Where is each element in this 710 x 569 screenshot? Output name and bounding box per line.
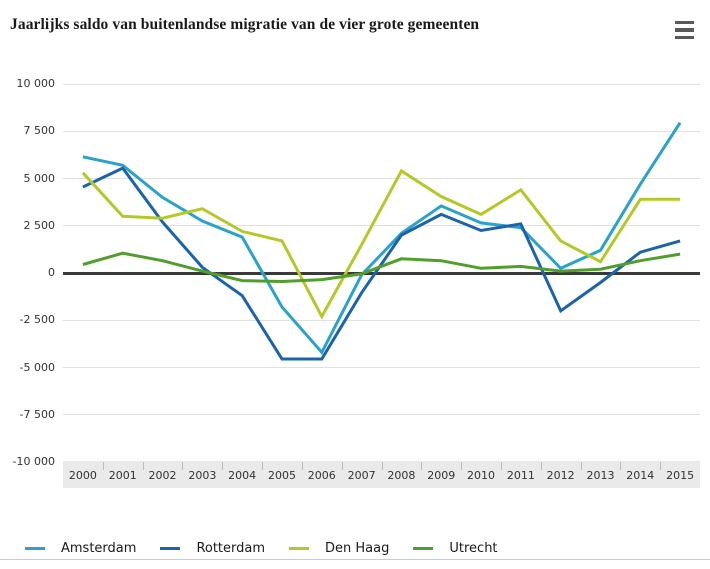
x-axis-year-label: 2011: [500, 461, 541, 488]
legend-label: Amsterdam: [61, 541, 137, 556]
series-line-rotterdam: [82, 166, 681, 361]
series-line-utrecht: [82, 251, 681, 284]
gridline: [63, 178, 700, 179]
y-axis-tick-label: 2 500: [23, 218, 56, 232]
x-axis-year-label: 2006: [301, 461, 342, 488]
y-axis-tick-label: 5 000: [23, 171, 56, 185]
footer-divider: [0, 559, 710, 560]
series-lines-layer: [81, 121, 682, 361]
legend-item-utrecht[interactable]: Utrecht: [413, 541, 498, 556]
x-axis-year-label: 2009: [421, 461, 461, 488]
hamburger-icon: [675, 21, 694, 25]
legend-item-amsterdam[interactable]: Amsterdam: [25, 541, 136, 556]
x-axis: 2000 2001 2002 2003 2004 2005 2006 2007 2008 2009…: [63, 461, 700, 488]
series-line-amsterdam: [82, 121, 682, 356]
rotterdam-line-swatch-icon: [160, 547, 181, 550]
y-axis-tick-label: 10 000: [16, 77, 56, 90]
gridline: [63, 130, 700, 132]
utrecht-line-swatch-icon: [413, 547, 434, 550]
x-axis-year-label: 2003: [182, 461, 222, 488]
x-axis-year-label: 2010: [461, 461, 501, 488]
x-axis-year-label: 2002: [142, 461, 183, 488]
x-axis-year-label: 2014: [620, 461, 660, 488]
x-axis-year-label: 2012: [540, 461, 581, 488]
legend-label: Utrecht: [449, 541, 498, 556]
amsterdam-line-swatch-icon: [25, 547, 45, 550]
legend-label: Den Haag: [325, 541, 390, 556]
gridline: [63, 367, 700, 368]
y-axis-tick-label: -5 000: [19, 360, 55, 374]
x-axis-year-label: 2001: [102, 461, 143, 488]
gridline: [63, 225, 700, 227]
den-haag-line-swatch-icon: [289, 547, 310, 550]
legend-item-den-haag[interactable]: Den Haag: [289, 541, 389, 556]
legend: Amsterdam Rotterdam Den Haag Utrecht: [25, 541, 522, 556]
chart-title: Jaarlijks saldo van buitenlandse migrati…: [10, 16, 480, 33]
x-axis-year-label: 2005: [262, 461, 302, 488]
gridline: [63, 319, 700, 321]
legend-label: Rotterdam: [196, 541, 266, 556]
y-axis-tick-label: -10 000: [12, 455, 55, 468]
hamburger-icon: [675, 35, 694, 39]
x-axis-year-label: 2007: [341, 461, 382, 488]
gridline: [63, 414, 700, 416]
legend-item-rotterdam[interactable]: Rotterdam: [160, 541, 265, 556]
x-axis-year-label: 2004: [222, 461, 262, 488]
zero-line: [63, 271, 700, 275]
x-axis-year-label: 2008: [381, 461, 422, 488]
x-axis-year-label: 2000: [68, 469, 97, 482]
series-line-den-haag: [81, 168, 681, 320]
y-axis-tick-label: 0: [48, 266, 55, 279]
x-axis-year-label: 2013: [580, 461, 621, 488]
plot-area: [63, 83, 700, 463]
y-axis-tick-label: -2 500: [19, 313, 55, 327]
chart-menu-button[interactable]: [675, 20, 695, 40]
x-axis-year-label: 2015: [660, 461, 700, 488]
hamburger-icon: [675, 28, 694, 32]
y-axis-tick-label: 7 500: [23, 124, 56, 138]
gridline: [63, 83, 700, 85]
y-axis-tick-label: -7 500: [19, 407, 55, 421]
